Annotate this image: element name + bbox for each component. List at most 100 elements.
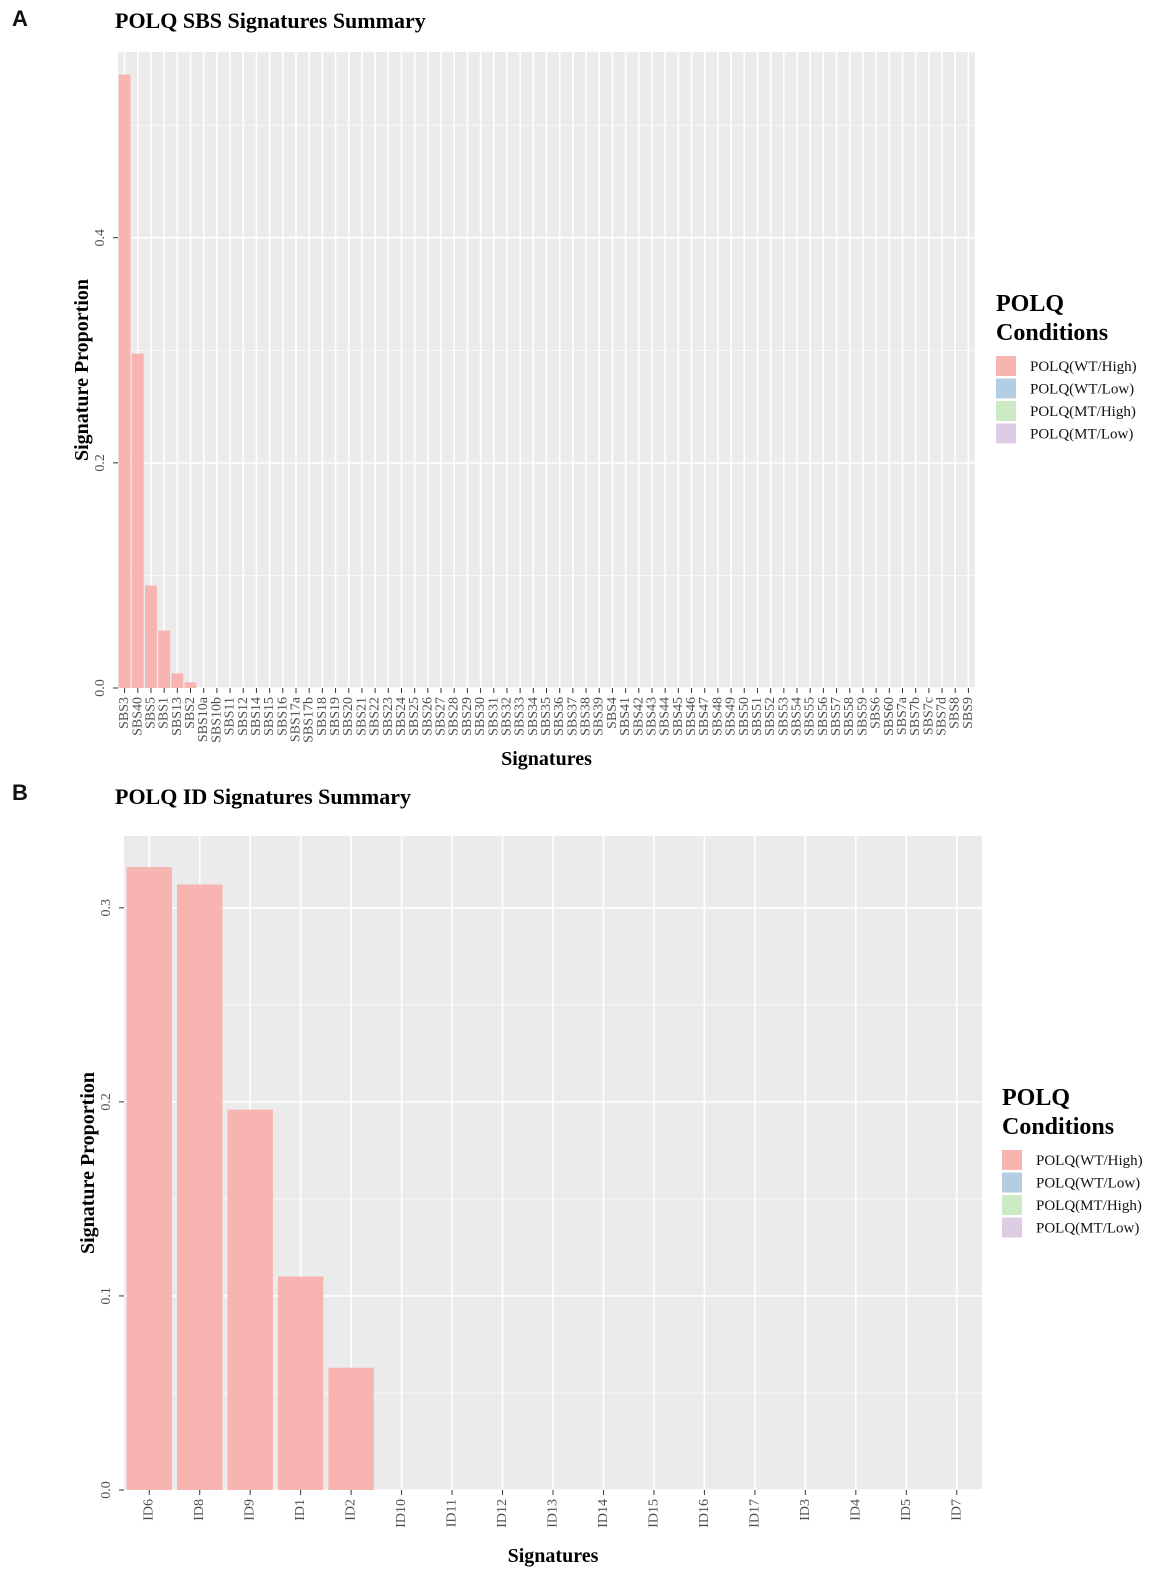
- x-tick-label-sbs1: SBS1: [157, 697, 172, 729]
- x-tick-label-sbs7a: SBS7a: [895, 696, 910, 735]
- x-tick-label-sbs56: SBS56: [816, 697, 831, 736]
- x-tick-label-sbs15: SBS15: [262, 697, 277, 736]
- legend-swatch-polq-mt-low: [996, 423, 1016, 444]
- x-tick-label-sbs29: SBS29: [460, 697, 475, 736]
- x-tick-label-sbs11: SBS11: [223, 697, 238, 735]
- x-tick-label-sbs23: SBS23: [381, 697, 396, 736]
- x-tick-label-sbs10b: SBS10b: [209, 697, 224, 743]
- x-tick-label-sbs47: SBS47: [697, 697, 712, 736]
- legend-label-polq-wt-low: POLQ(WT/Low): [1030, 382, 1134, 398]
- x-tick-label-sbs30: SBS30: [473, 697, 488, 736]
- y-tick-label: 0.4: [93, 229, 108, 247]
- x-tick-label-sbs46: SBS46: [684, 697, 699, 736]
- x-axis-title: Signatures: [501, 748, 592, 770]
- legend-swatch-polq-mt-high: [996, 401, 1016, 421]
- x-tick-label-sbs8: SBS8: [948, 697, 963, 729]
- panel-letter-b: B: [12, 780, 28, 805]
- legend-swatch-polq-mt-low: [1002, 1217, 1022, 1238]
- x-tick-label-id6: ID6: [142, 1499, 157, 1521]
- bar-sbs13: [171, 673, 184, 688]
- x-tick-label-sbs53: SBS53: [776, 697, 791, 736]
- x-tick-label-sbs34: SBS34: [526, 697, 541, 736]
- legend-label-polq-mt-low: POLQ(MT/Low): [1036, 1221, 1139, 1237]
- x-tick-label-sbs50: SBS50: [737, 697, 752, 736]
- x-tick-label-sbs9: SBS9: [961, 697, 976, 729]
- bar-sbs5: [145, 585, 157, 688]
- x-tick-label-sbs55: SBS55: [803, 697, 818, 736]
- x-tick-label-sbs20: SBS20: [341, 697, 356, 736]
- x-tick-label-sbs57: SBS57: [829, 697, 844, 736]
- y-tick-label: 0.3: [99, 899, 114, 917]
- x-tick-label-sbs18: SBS18: [315, 697, 330, 736]
- x-tick-label-sbs31: SBS31: [486, 697, 501, 736]
- x-tick-label-sbs4: SBS4: [605, 697, 620, 729]
- x-tick-label-sbs49: SBS49: [724, 697, 739, 736]
- x-tick-label-sbs27: SBS27: [434, 697, 449, 736]
- legend-swatch-polq-mt-high: [1002, 1195, 1022, 1215]
- x-tick-label-id8: ID8: [192, 1499, 207, 1521]
- x-tick-label-id7: ID7: [949, 1499, 964, 1521]
- x-tick-label-sbs52: SBS52: [763, 697, 778, 736]
- x-tick-label-id2: ID2: [344, 1499, 359, 1521]
- x-axis-title: Signatures: [508, 1545, 599, 1567]
- x-tick-label-sbs43: SBS43: [644, 697, 659, 736]
- bar-sbs3: [118, 74, 131, 688]
- x-tick-label-id11: ID11: [445, 1499, 460, 1527]
- x-tick-label-id16: ID16: [697, 1499, 712, 1528]
- y-tick-label: 0.2: [93, 454, 108, 472]
- legend-swatch-polq-wt-high: [996, 356, 1016, 376]
- x-tick-label-sbs12: SBS12: [236, 697, 251, 736]
- x-tick-label-sbs33: SBS33: [513, 697, 528, 736]
- y-axis-title: Signature Proportion: [77, 1072, 99, 1254]
- x-tick-label-sbs38: SBS38: [579, 697, 594, 736]
- x-tick-label-sbs58: SBS58: [842, 697, 857, 736]
- x-tick-label-sbs5: SBS5: [143, 697, 158, 729]
- bar-id8: [176, 884, 223, 1490]
- x-tick-label-sbs16: SBS16: [275, 697, 290, 736]
- bar-sbs1: [158, 630, 171, 688]
- x-tick-label-sbs44: SBS44: [658, 697, 673, 736]
- legend-title-line: POLQ: [996, 291, 1064, 317]
- legend-swatch-polq-wt-high: [1002, 1150, 1022, 1170]
- x-tick-label-sbs35: SBS35: [539, 697, 554, 736]
- x-tick-label-id13: ID13: [546, 1499, 561, 1528]
- x-tick-label-id10: ID10: [394, 1499, 409, 1528]
- x-tick-label-sbs37: SBS37: [565, 697, 580, 736]
- x-tick-label-sbs10a: SBS10a: [196, 696, 211, 742]
- x-tick-label-id14: ID14: [596, 1499, 611, 1528]
- bar-sbs2: [184, 682, 197, 688]
- x-tick-label-id12: ID12: [495, 1499, 510, 1528]
- legend-label-polq-mt-high: POLQ(MT/High): [1030, 404, 1136, 420]
- x-tick-label-sbs40: SBS40: [130, 697, 145, 736]
- x-tick-label-sbs41: SBS41: [618, 697, 633, 736]
- x-tick-label-sbs3: SBS3: [117, 697, 132, 729]
- x-tick-label-sbs24: SBS24: [394, 697, 409, 736]
- y-tick-label: 0.0: [99, 1481, 114, 1499]
- y-tick-label: 0.0: [93, 679, 108, 697]
- legend-label-polq-wt-low: POLQ(WT/Low): [1036, 1176, 1140, 1192]
- x-tick-label-id15: ID15: [646, 1499, 661, 1528]
- legend-title-line: POLQ: [1002, 1085, 1070, 1111]
- x-tick-label-sbs45: SBS45: [671, 697, 686, 736]
- bar-sbs40: [131, 353, 144, 688]
- legend-swatch-polq-wt-low: [996, 378, 1016, 399]
- legend-label-polq-mt-low: POLQ(MT/Low): [1030, 427, 1133, 443]
- y-tick-label: 0.2: [99, 1093, 114, 1111]
- x-tick-label-id5: ID5: [899, 1499, 914, 1521]
- x-tick-label-sbs39: SBS39: [592, 697, 607, 736]
- x-tick-label-id17: ID17: [747, 1499, 762, 1528]
- x-tick-label-sbs25: SBS25: [407, 697, 422, 736]
- x-tick-label-sbs36: SBS36: [552, 697, 567, 736]
- x-tick-label-sbs42: SBS42: [631, 697, 646, 736]
- x-tick-label-id4: ID4: [848, 1499, 863, 1521]
- id-signatures-chart: 0.0 0.1 0.2 0.3 ID6 ID8 ID9 ID1 ID2 ID10 ID11 ID12 I…: [77, 784, 1143, 1567]
- sbs-signatures-chart: 0.00.20.4SBS3SBS40SBS5SBS1SBS13SBS2SBS10…: [71, 8, 1137, 770]
- x-tick-label-sbs48: SBS48: [710, 697, 725, 736]
- x-tick-label-sbs28: SBS28: [447, 697, 462, 736]
- x-tick-label-sbs17a: SBS17a: [288, 696, 303, 742]
- bar-id6: [126, 867, 172, 1490]
- legend-title-line: Conditions: [1002, 1114, 1114, 1140]
- x-tick-label-sbs21: SBS21: [354, 697, 369, 736]
- x-tick-label-id1: ID1: [293, 1499, 308, 1521]
- x-tick-label-sbs54: SBS54: [790, 697, 805, 736]
